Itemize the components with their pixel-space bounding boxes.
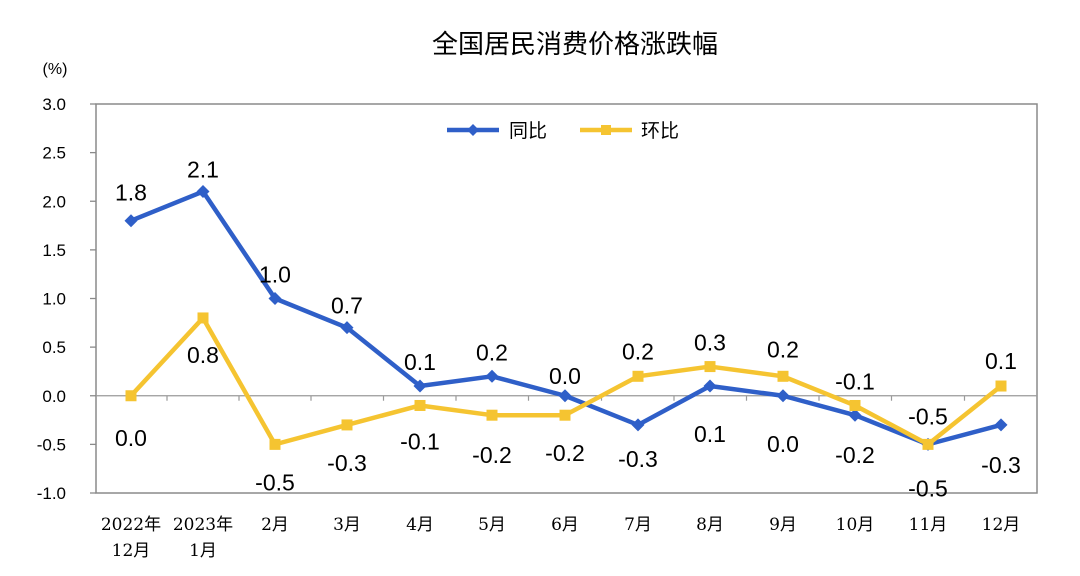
x-tick-label: 12月 <box>982 515 1021 535</box>
data-label-yoy: 0.2 <box>476 339 508 365</box>
data-point-yoy <box>703 379 717 393</box>
data-label-mom: 0.2 <box>622 338 654 364</box>
y-tick-label: 2.0 <box>42 192 66 211</box>
data-label-mom: 0.1 <box>985 348 1017 374</box>
data-label-mom: -0.1 <box>400 428 440 454</box>
data-point-yoy <box>124 214 138 228</box>
y-tick-label: 1.0 <box>42 290 66 309</box>
data-point-mom <box>486 409 498 421</box>
data-label-yoy: 2.1 <box>187 157 219 183</box>
data-point-mom <box>559 409 571 421</box>
data-label-mom: 0.2 <box>767 336 799 362</box>
y-tick-label: 0.5 <box>42 338 66 357</box>
x-tick-label: 2022年 <box>101 515 161 535</box>
data-point-yoy <box>268 292 282 305</box>
x-tick-label: 6月 <box>551 515 579 535</box>
legend: 同比 环比 <box>447 120 679 142</box>
data-label-mom: -0.2 <box>545 440 585 466</box>
x-tick-label: 3月 <box>333 515 361 535</box>
data-label-yoy: 0.7 <box>331 293 363 319</box>
data-label-yoy: -0.5 <box>908 475 948 501</box>
data-label-mom: -0.1 <box>835 368 875 394</box>
data-label-mom: 0.0 <box>115 425 147 451</box>
legend-label-yoy: 同比 <box>509 120 547 142</box>
x-tick-label: 7月 <box>624 515 652 535</box>
x-tick-label: 1月 <box>189 541 217 561</box>
data-label-yoy: -0.2 <box>835 442 875 468</box>
y-tick-label: 1.5 <box>42 241 66 260</box>
series-line-yoy <box>130 189 1002 447</box>
x-tick-label: 2月 <box>261 515 289 535</box>
y-tick-label: 3.0 <box>42 95 66 114</box>
series-markers-group <box>124 185 1008 451</box>
data-label-mom: -0.2 <box>472 442 512 468</box>
y-axis-unit-label: (%) <box>43 61 68 78</box>
data-point-mom <box>341 419 353 431</box>
data-label-yoy: 1.0 <box>259 262 291 288</box>
x-tick-label: 4月 <box>406 515 434 535</box>
data-labels-group: 1.8 2.1 1.0 0.7 0.1 0.2 0.0 -0.3 0.1 0.0 -0.2 -0.5 -… <box>115 157 1021 502</box>
data-label-yoy: 0.0 <box>767 431 799 457</box>
data-point-yoy <box>485 369 499 383</box>
y-tick-label: -1.0 <box>37 484 66 503</box>
data-label-yoy: 1.8 <box>115 180 147 206</box>
x-tick-label: 9月 <box>769 515 797 535</box>
data-point-yoy <box>848 408 862 422</box>
x-tick-label: 2023年 <box>173 515 233 535</box>
data-point-yoy <box>558 389 572 403</box>
y-tick-label: 0.0 <box>42 387 66 406</box>
data-point-mom <box>704 361 716 373</box>
x-tick-label: 5月 <box>478 515 506 535</box>
data-label-mom: -0.5 <box>908 403 948 429</box>
data-point-mom <box>197 312 209 324</box>
data-point-yoy <box>776 389 790 403</box>
data-point-mom <box>849 399 861 411</box>
data-point-yoy <box>196 185 210 199</box>
data-label-yoy: 0.1 <box>694 421 726 447</box>
data-label-mom: -0.5 <box>255 469 295 495</box>
data-point-mom <box>269 438 281 450</box>
data-point-yoy <box>413 379 427 393</box>
x-tick-label: 12月 <box>112 541 151 561</box>
data-point-mom <box>922 438 934 450</box>
data-point-mom <box>414 399 426 411</box>
x-tick-label: 10月 <box>836 515 875 535</box>
data-point-mom <box>995 380 1007 392</box>
plot-area-frame <box>95 103 1038 494</box>
data-label-mom: 0.3 <box>694 330 726 356</box>
data-label-yoy: -0.3 <box>981 452 1021 478</box>
data-point-yoy <box>631 418 645 432</box>
series-lines-group <box>129 189 1003 447</box>
legend-marker-yoy <box>467 124 479 136</box>
data-point-mom <box>632 370 644 382</box>
data-point-mom <box>777 370 789 382</box>
legend-label-mom: 环比 <box>641 120 679 142</box>
data-point-yoy <box>994 418 1008 432</box>
y-tick-label: -0.5 <box>37 435 66 454</box>
data-point-mom <box>125 390 137 402</box>
x-tick-label: 8月 <box>696 515 724 535</box>
data-label-mom: 0.8 <box>187 342 219 368</box>
data-label-mom: -0.3 <box>327 450 367 476</box>
data-label-yoy: 0.1 <box>404 349 436 375</box>
legend-marker-mom <box>601 125 611 135</box>
data-point-yoy <box>340 321 354 335</box>
chart-title: 全国居民消费价格涨跌幅 <box>432 30 718 60</box>
data-label-yoy: -0.3 <box>618 446 658 472</box>
data-label-yoy: 0.0 <box>549 363 581 389</box>
axes-group: 3.0 2.5 2.0 1.5 1.0 0.5 0.0 -0.5 -1.0 2022年 12月 202… <box>37 95 1037 561</box>
x-tick-label: 11月 <box>909 515 948 535</box>
y-tick-label: 2.5 <box>42 144 66 163</box>
